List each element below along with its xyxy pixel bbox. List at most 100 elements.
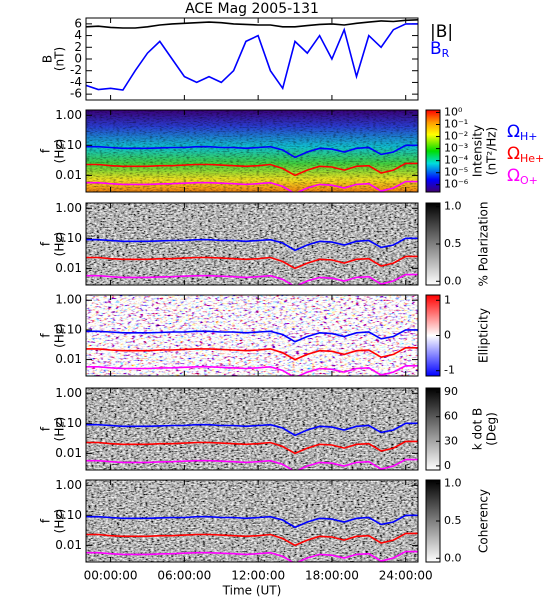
colorbar-tick-label: 10⁻³ xyxy=(444,142,468,155)
series-line xyxy=(86,532,418,547)
colorbar-label: Ellipticity xyxy=(477,308,491,363)
y-tick-label: 0.01 xyxy=(55,352,82,366)
panel-frame xyxy=(85,109,419,193)
legend-label: |B| xyxy=(430,22,453,42)
y-tick-label: -6 xyxy=(70,87,82,101)
series-line xyxy=(86,422,418,437)
y-axis-label: f xyxy=(39,241,53,246)
y-tick-label: 0.10 xyxy=(55,322,82,336)
colorbar-tick-label: 0 xyxy=(444,329,451,342)
series-line xyxy=(86,23,418,91)
y-axis-unit: (Hz) xyxy=(53,323,67,348)
series-line xyxy=(86,440,418,455)
series-line xyxy=(86,273,418,285)
colorbar-tick-label: 1.0 xyxy=(444,200,462,213)
colorbar-tick-label: 60 xyxy=(444,410,458,423)
legend-label: Ω xyxy=(507,166,520,186)
colorbar-tick-label: 30 xyxy=(444,434,458,447)
legend-entry: ΩO+ xyxy=(507,166,538,187)
colorbar-tick-label: 90 xyxy=(444,385,458,398)
y-axis-label: f xyxy=(39,518,53,523)
spectrogram-texture xyxy=(86,295,418,376)
y-tick-label: 2 xyxy=(74,40,82,54)
y-tick-label: 0.01 xyxy=(55,261,82,275)
chart-title: ACE Mag 2005-131 xyxy=(185,1,319,17)
series-line xyxy=(86,144,418,159)
legend-entry: ΩHe+ xyxy=(507,144,544,165)
series-line xyxy=(86,347,418,361)
colorbar-label: k dot B xyxy=(471,408,485,450)
legend-label: B xyxy=(430,39,442,59)
legend-entry: ΩH+ xyxy=(507,122,538,143)
series-line xyxy=(86,365,418,376)
colorbar-tick-label: 10⁻¹ xyxy=(444,118,468,131)
y-tick-label: 0.01 xyxy=(55,446,82,460)
colorbar-tick-label: 1.0 xyxy=(444,477,462,490)
colorbar-tick-label: -1 xyxy=(444,364,455,377)
y-tick-label: 0.01 xyxy=(55,168,82,182)
y-tick-label: 4 xyxy=(74,28,82,42)
y-axis-unit: (Hz) xyxy=(53,417,67,442)
series-line xyxy=(86,19,418,29)
y-axis-unit: (Hz) xyxy=(53,509,67,534)
y-axis-label: f xyxy=(39,426,53,431)
colorbar-label: % Polarization xyxy=(477,202,491,287)
series-line xyxy=(86,329,418,343)
colorbar-tick-label: 0.5 xyxy=(444,237,462,250)
x-tick-label: 12:00:00 xyxy=(231,569,285,583)
y-axis-unit: (Hz) xyxy=(53,232,67,257)
y-tick-label: 0.01 xyxy=(55,538,82,552)
series-line xyxy=(86,180,418,192)
panel-frame xyxy=(85,294,419,377)
legend-subscript: R xyxy=(442,47,450,60)
x-tick-label: 00:00:00 xyxy=(84,569,138,583)
colorbar-label: Coherency xyxy=(477,489,491,553)
y-tick-label: -4 xyxy=(70,75,82,89)
y-axis-unit: (Hz) xyxy=(53,139,67,164)
panel-frame xyxy=(85,387,419,471)
colorbar-tick-label: 10⁻² xyxy=(444,130,468,143)
colorbar-tick-label: 0 xyxy=(444,459,451,472)
y-axis-unit: (nT) xyxy=(53,47,67,71)
spectrogram-texture xyxy=(86,203,418,285)
panel-frame xyxy=(85,202,419,286)
y-axis-label: f xyxy=(39,148,53,153)
y-tick-label: -2 xyxy=(70,63,82,77)
y-tick-label: 0 xyxy=(74,52,82,66)
colorbar-tick-label: 0.5 xyxy=(444,514,462,527)
colorbar-tick-label: 10⁻⁶ xyxy=(444,178,469,191)
colorbar-tick-label: 10⁻⁴ xyxy=(444,154,469,167)
y-axis-label: B xyxy=(41,55,55,63)
y-tick-label: 1.00 xyxy=(55,293,82,307)
x-tick-label: 06:00:00 xyxy=(157,569,211,583)
y-tick-label: 1.00 xyxy=(55,201,82,215)
series-line xyxy=(86,162,418,177)
x-tick-label: 24:00:00 xyxy=(379,569,433,583)
y-tick-label: 0.10 xyxy=(55,231,82,245)
legend-entry: BR xyxy=(430,39,450,60)
panel-frame xyxy=(85,17,419,101)
series-line xyxy=(86,550,418,562)
series-line xyxy=(86,514,418,529)
colorbar-tick-label: 1 xyxy=(444,293,451,306)
colorbar-label: Intensity xyxy=(471,125,485,177)
legend-subscript: He+ xyxy=(520,152,544,165)
series-line xyxy=(86,255,418,270)
colorbar-tick-label: 0.0 xyxy=(444,274,462,287)
y-tick-label: 0.10 xyxy=(55,138,82,152)
spectrogram-texture xyxy=(86,480,418,562)
colorbar-tick-label: 0.0 xyxy=(444,551,462,564)
y-tick-label: 6 xyxy=(74,16,82,30)
colorbar-tick-label: 10⁰ xyxy=(444,105,463,118)
panel-frame xyxy=(85,479,419,563)
y-tick-label: 1.00 xyxy=(55,478,82,492)
series-line xyxy=(86,237,418,252)
colorbar xyxy=(425,109,441,193)
spectrogram-texture xyxy=(86,110,418,192)
x-axis-label: Time (UT) xyxy=(222,584,282,598)
legend-subscript: H+ xyxy=(520,130,538,143)
colorbar-unit: (Deg) xyxy=(485,412,499,446)
spectrogram-texture xyxy=(86,388,418,470)
